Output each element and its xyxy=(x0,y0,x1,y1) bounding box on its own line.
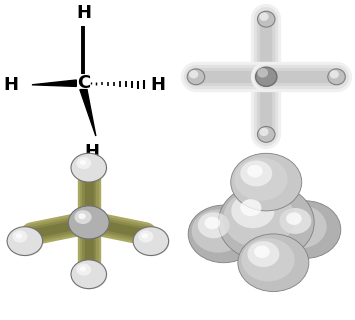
Circle shape xyxy=(8,228,44,256)
Circle shape xyxy=(270,201,341,259)
Circle shape xyxy=(16,233,22,238)
Circle shape xyxy=(12,230,27,243)
Circle shape xyxy=(273,205,327,248)
Circle shape xyxy=(218,183,314,261)
Circle shape xyxy=(259,12,269,21)
Circle shape xyxy=(71,260,106,289)
Circle shape xyxy=(133,227,169,255)
Circle shape xyxy=(75,210,92,224)
Circle shape xyxy=(142,233,148,238)
Polygon shape xyxy=(32,80,76,86)
Circle shape xyxy=(231,193,274,228)
Polygon shape xyxy=(80,90,96,136)
Circle shape xyxy=(80,160,86,165)
Circle shape xyxy=(204,217,220,229)
Circle shape xyxy=(7,227,43,255)
Circle shape xyxy=(247,165,263,178)
Circle shape xyxy=(189,70,198,78)
Text: H: H xyxy=(76,4,91,22)
Circle shape xyxy=(256,67,277,86)
Circle shape xyxy=(78,213,86,219)
Circle shape xyxy=(71,153,106,182)
Text: alamy - 2AAJEK6: alamy - 2AAJEK6 xyxy=(129,300,226,313)
Circle shape xyxy=(279,208,311,234)
Circle shape xyxy=(76,264,91,276)
Circle shape xyxy=(69,207,110,240)
Circle shape xyxy=(223,189,295,248)
Circle shape xyxy=(257,68,268,78)
Circle shape xyxy=(247,241,279,267)
Circle shape xyxy=(329,70,339,78)
Circle shape xyxy=(76,157,91,169)
Circle shape xyxy=(286,212,302,225)
Circle shape xyxy=(240,160,272,186)
Circle shape xyxy=(198,212,230,238)
Circle shape xyxy=(72,154,108,183)
Circle shape xyxy=(80,266,86,271)
Circle shape xyxy=(238,234,309,292)
Circle shape xyxy=(138,230,153,243)
Circle shape xyxy=(231,153,302,211)
Text: H: H xyxy=(85,143,100,161)
Circle shape xyxy=(257,126,275,142)
Circle shape xyxy=(254,245,270,258)
Circle shape xyxy=(187,69,205,85)
Circle shape xyxy=(241,238,295,282)
Circle shape xyxy=(192,209,245,253)
Circle shape xyxy=(134,228,170,256)
Text: C: C xyxy=(77,74,90,92)
Circle shape xyxy=(328,69,345,85)
Circle shape xyxy=(69,206,109,239)
Circle shape xyxy=(72,260,108,289)
Circle shape xyxy=(240,199,261,216)
Text: H: H xyxy=(151,76,165,94)
Circle shape xyxy=(188,205,259,263)
Circle shape xyxy=(259,128,269,136)
Circle shape xyxy=(257,11,275,27)
Text: H: H xyxy=(3,76,18,94)
Circle shape xyxy=(234,157,288,201)
